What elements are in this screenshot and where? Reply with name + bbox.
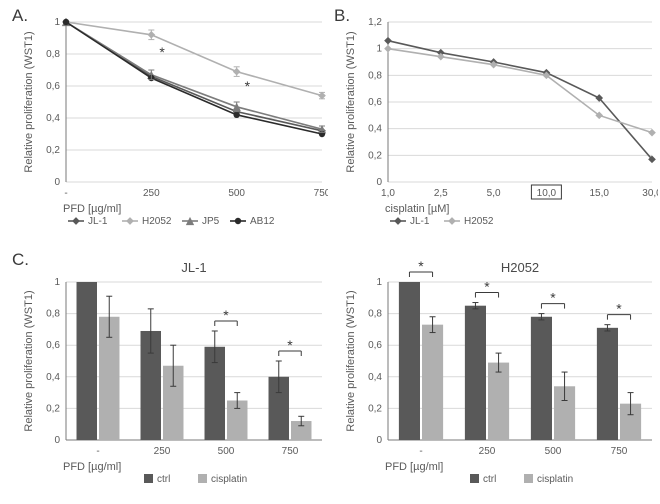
svg-text:1,0: 1,0	[381, 188, 395, 199]
svg-text:*: *	[418, 258, 424, 274]
svg-text:0,4: 0,4	[368, 124, 382, 135]
svg-text:0,4: 0,4	[46, 372, 60, 383]
svg-text:Relative proliferation (WST1): Relative proliferation (WST1)	[23, 31, 35, 172]
svg-text:1: 1	[376, 277, 382, 288]
chart-C-right: 0 0,2 0,4 0,6 0,8 1 H2052 * - * 250 * 500 * 750 Relativ…	[340, 258, 658, 498]
svg-text:750: 750	[611, 446, 628, 457]
svg-text:500: 500	[218, 446, 235, 457]
svg-text:0,8: 0,8	[368, 70, 382, 81]
svg-text:0,8: 0,8	[46, 49, 60, 60]
svg-text:*: *	[550, 290, 556, 306]
svg-text:500: 500	[545, 446, 562, 457]
svg-text:-: -	[419, 446, 422, 457]
svg-text:30,0: 30,0	[642, 188, 658, 199]
svg-text:15,0: 15,0	[589, 188, 609, 199]
svg-text:0,4: 0,4	[46, 113, 60, 124]
svg-text:-: -	[64, 188, 67, 199]
svg-text:cisplatin: cisplatin	[211, 474, 247, 485]
svg-text:H2052: H2052	[142, 216, 172, 227]
svg-text:0,2: 0,2	[368, 403, 382, 414]
svg-text:JL-1: JL-1	[181, 260, 206, 275]
chart-C-left: 0 0,2 0,4 0,6 0,8 1 JL-1 - 250 * 500 * 750 Relative p…	[18, 258, 328, 498]
svg-text:5,0: 5,0	[487, 188, 501, 199]
svg-text:1: 1	[376, 44, 382, 55]
svg-text:*: *	[616, 301, 622, 317]
svg-text:2,5: 2,5	[434, 188, 448, 199]
svg-text:*: *	[245, 78, 251, 94]
svg-text:AB12: AB12	[250, 216, 275, 227]
svg-text:Relative proliferation (WST1): Relative proliferation (WST1)	[23, 290, 35, 431]
svg-text:1: 1	[54, 17, 60, 28]
svg-text:0,2: 0,2	[46, 145, 60, 156]
figure-root: A. B. C. 00,20,40,60,81****-250500750Rel…	[0, 0, 660, 504]
svg-text:PFD [µg/ml]: PFD [µg/ml]	[385, 461, 443, 473]
svg-text:ctrl: ctrl	[157, 474, 170, 485]
svg-text:H2052: H2052	[501, 260, 539, 275]
svg-text:10,0: 10,0	[537, 188, 557, 199]
svg-text:JP5: JP5	[202, 216, 220, 227]
svg-text:PFD [µg/ml]: PFD [µg/ml]	[63, 461, 121, 473]
svg-text:0,6: 0,6	[368, 340, 382, 351]
svg-text:0,8: 0,8	[46, 309, 60, 320]
svg-text:250: 250	[143, 188, 160, 199]
svg-text:0,6: 0,6	[368, 97, 382, 108]
svg-text:500: 500	[228, 188, 245, 199]
svg-text:250: 250	[479, 446, 496, 457]
svg-text:0,2: 0,2	[368, 150, 382, 161]
chart-B: 0 0,2 0,4 0,6 0,8 1 1,2 1,0 2,5 5,0 10,0 15,0 30,0 Re…	[340, 10, 658, 240]
chart-A: 00,20,40,60,81****-250500750Relative pro…	[18, 10, 328, 240]
svg-text:1: 1	[54, 277, 60, 288]
svg-text:0,6: 0,6	[46, 340, 60, 351]
svg-text:JL-1: JL-1	[88, 216, 108, 227]
svg-text:0,4: 0,4	[368, 372, 382, 383]
svg-text:Relative proliferation (WST1): Relative proliferation (WST1)	[345, 31, 357, 172]
svg-text:0,6: 0,6	[46, 81, 60, 92]
svg-text:*: *	[287, 337, 293, 353]
svg-text:0: 0	[54, 177, 60, 188]
svg-text:250: 250	[154, 446, 171, 457]
svg-text:*: *	[484, 279, 490, 295]
svg-text:0: 0	[54, 435, 60, 446]
svg-text:*: *	[159, 44, 165, 60]
svg-text:-: -	[96, 446, 99, 457]
svg-text:0,2: 0,2	[46, 403, 60, 414]
svg-text:PFD [µg/ml]: PFD [µg/ml]	[63, 203, 121, 215]
svg-text:0,8: 0,8	[368, 309, 382, 320]
svg-text:0: 0	[376, 435, 382, 446]
svg-text:0: 0	[376, 177, 382, 188]
svg-text:JL-1: JL-1	[410, 216, 430, 227]
svg-text:*: *	[223, 307, 229, 323]
svg-text:1,2: 1,2	[368, 17, 382, 28]
svg-text:cisplatin: cisplatin	[537, 474, 573, 485]
svg-text:Relative proliferation (WST1): Relative proliferation (WST1)	[345, 290, 357, 431]
svg-text:750: 750	[282, 446, 299, 457]
svg-text:ctrl: ctrl	[483, 474, 496, 485]
svg-text:750: 750	[314, 188, 328, 199]
svg-text:cisplatin [µM]: cisplatin [µM]	[385, 203, 449, 215]
svg-text:H2052: H2052	[464, 216, 494, 227]
